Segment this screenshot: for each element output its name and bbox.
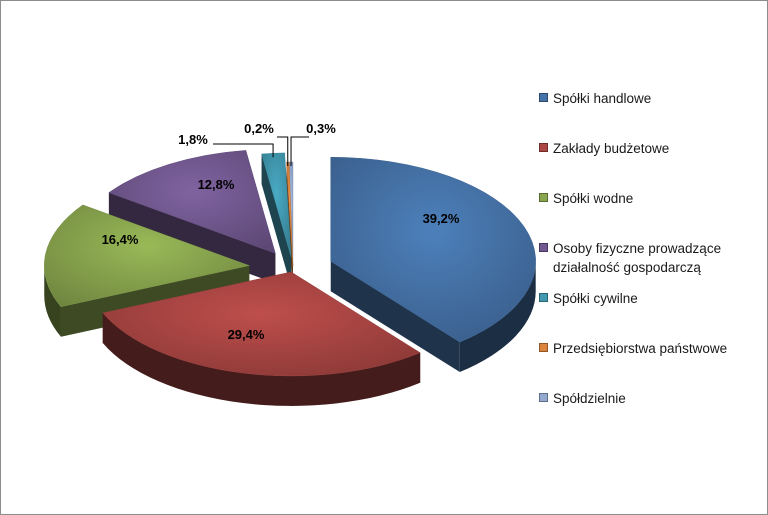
legend-swatch [539,143,548,152]
legend-swatch [539,393,548,402]
legend-label: Spółki wodne [553,191,634,206]
legend-item-6: Przedsiębiorstwa państwowe [539,339,727,358]
data-label-5: 1,8% [178,132,208,147]
pie-slice-1 [330,156,536,373]
pie-slice-2 [102,271,421,406]
legend-label: Spółki handlowe [553,91,652,106]
data-label-6: 0,2% [244,121,274,136]
data-label-1: 39,2% [423,211,460,226]
legend-item-2: Zakłady budżetowe [539,139,669,158]
legend-item-4: Osoby fizyczne prowadzące działalność go… [539,239,758,277]
leader-line-5 [213,143,274,158]
data-label-3: 16,4% [102,232,139,247]
legend-item-3: Spółki wodne [539,189,633,208]
legend-swatch [539,343,548,352]
leader-line-7 [290,136,309,166]
pie-slice-6 [286,161,294,296]
legend-swatch [539,193,548,202]
data-label-2: 29,4% [228,327,265,342]
legend-item-1: Spółki handlowe [539,89,651,108]
legend-swatch [539,293,548,302]
data-label-7: 0,3% [306,121,336,136]
pie-slice-5 [261,152,292,287]
legend-label: Spółki cywilne [553,291,638,306]
legend-label: Spółdzielnie [553,391,626,406]
legend-swatch [539,93,548,102]
legend-swatch [539,243,548,252]
data-label-4: 12,8% [198,177,235,192]
legend-label: Przedsiębiorstwa państwowe [553,341,728,356]
legend-item-7: Spółdzielnie [539,389,626,408]
leader-line-6 [277,136,289,167]
legend-label: Osoby fizyczne prowadzące działalność go… [553,241,722,275]
legend-item-5: Spółki cywilne [539,289,638,308]
legend-label: Zakłady budżetowe [553,141,670,156]
